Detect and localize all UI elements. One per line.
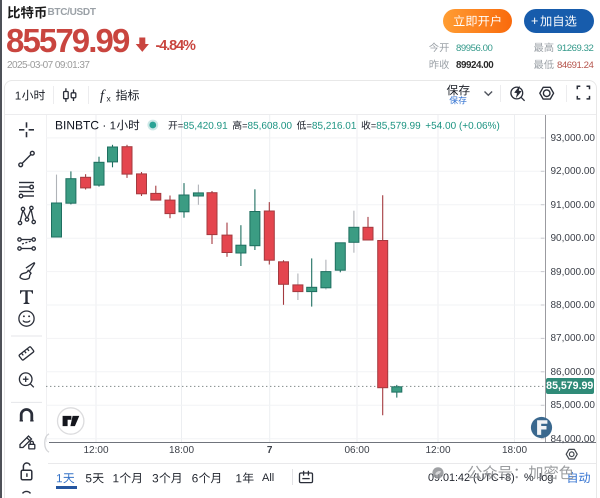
svg-text:f: f <box>100 88 106 104</box>
svg-text:x: x <box>107 94 112 104</box>
